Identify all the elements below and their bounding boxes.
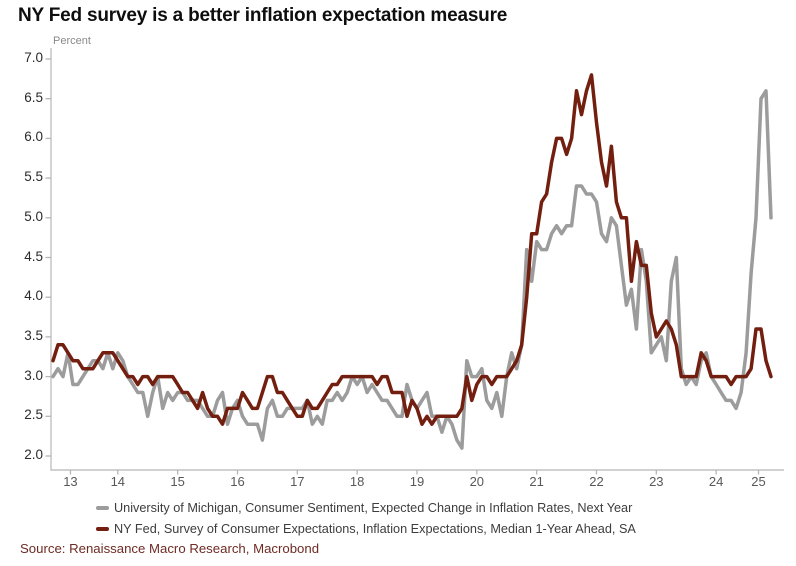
y-tick-label: 6.5 [24, 89, 43, 105]
legend-item-umich: University of Michigan, Consumer Sentime… [96, 497, 636, 518]
x-tick-label: 22 [589, 474, 604, 489]
y-tick-label: 2.5 [24, 407, 43, 423]
y-tick-label: 4.5 [24, 248, 43, 264]
legend-label-nyfed: NY Fed, Survey of Consumer Expectations,… [114, 521, 636, 536]
x-tick-label: 16 [230, 474, 245, 489]
x-tick-label: 21 [529, 474, 544, 489]
x-tick-label: 13 [63, 474, 78, 489]
chart-line-umich [51, 89, 773, 450]
x-tick-label: 25 [751, 474, 766, 489]
legend-label-umich: University of Michigan, Consumer Sentime… [114, 500, 633, 515]
y-tick-label: 2.0 [24, 447, 43, 462]
source-note: Source: Renaissance Macro Research, Macr… [20, 541, 320, 556]
y-tick-label: 7.0 [24, 50, 43, 65]
x-tick-label: 14 [110, 474, 126, 489]
y-tick-label: 4.0 [24, 288, 43, 304]
chart-title: NY Fed survey is a better inflation expe… [18, 5, 508, 26]
y-tick-label: 6.0 [24, 129, 43, 145]
x-tick-label: 15 [170, 474, 185, 489]
x-tick-label: 19 [409, 474, 425, 489]
legend-item-nyfed: NY Fed, Survey of Consumer Expectations,… [96, 518, 636, 539]
x-tick-label: 20 [469, 474, 485, 489]
x-tick-label: 23 [649, 474, 664, 489]
y-tick-label: 3.0 [24, 367, 43, 383]
x-tick-label: 17 [290, 474, 305, 489]
y-axis-unit-label: Percent [53, 35, 91, 47]
legend-swatch-nyfed-icon [96, 526, 109, 531]
y-tick-label: 5.5 [24, 169, 43, 185]
legend: University of Michigan, Consumer Sentime… [96, 497, 636, 539]
x-tick-label: 24 [708, 474, 724, 489]
y-tick-label: 5.0 [24, 208, 43, 224]
y-tick-label: 3.5 [24, 327, 43, 343]
chart-line-nyfed [51, 73, 773, 426]
x-tick-label: 18 [349, 474, 365, 489]
legend-swatch-umich-icon [96, 505, 109, 510]
